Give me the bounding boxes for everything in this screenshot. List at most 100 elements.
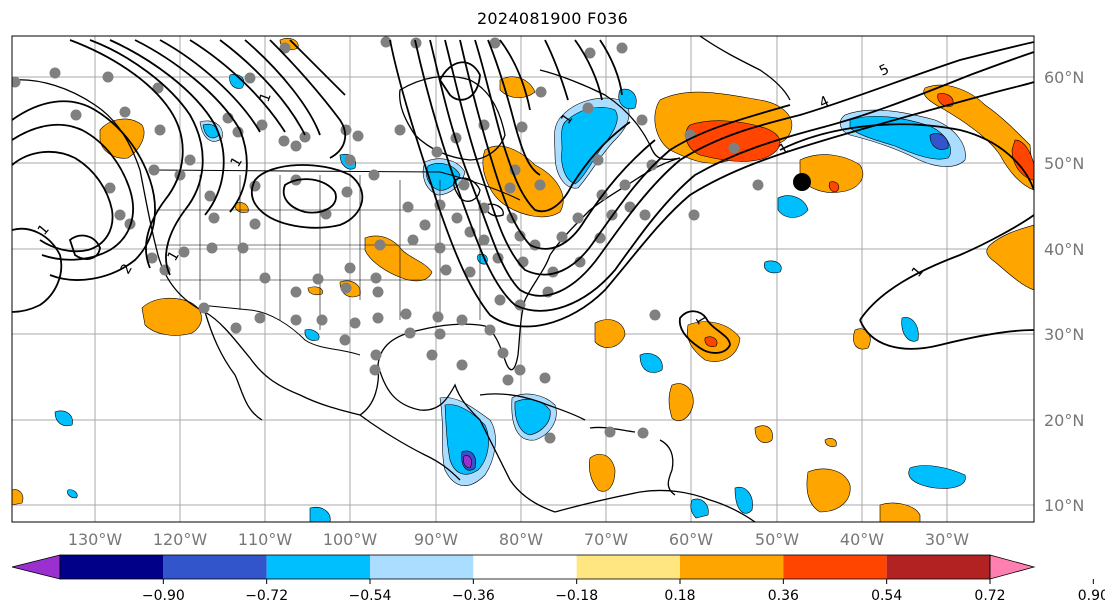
station-marker bbox=[372, 286, 384, 298]
station-marker bbox=[237, 242, 249, 254]
station-marker bbox=[70, 109, 82, 121]
longitude-label: 70°W bbox=[584, 530, 628, 549]
colorbar-tick-label: −0.18 bbox=[555, 588, 598, 604]
station-marker bbox=[494, 294, 506, 306]
station-marker bbox=[340, 282, 352, 294]
station-marker bbox=[514, 364, 526, 376]
latitude-label: 60°N bbox=[1044, 68, 1084, 87]
station-marker bbox=[434, 328, 446, 340]
station-marker bbox=[728, 142, 740, 154]
station-marker bbox=[402, 201, 414, 213]
station-marker bbox=[619, 179, 631, 191]
station-marker bbox=[49, 67, 61, 79]
station-marker bbox=[688, 209, 700, 221]
colorbar-tick-label: −0.72 bbox=[245, 588, 288, 604]
station-marker bbox=[119, 106, 131, 118]
station-marker bbox=[637, 427, 649, 439]
latitude-label: 40°N bbox=[1044, 240, 1084, 259]
station-marker bbox=[594, 232, 606, 244]
colorbar-frame bbox=[59, 554, 991, 580]
station-marker bbox=[370, 272, 382, 284]
longitude-label: 120°W bbox=[153, 530, 208, 549]
station-marker bbox=[232, 126, 244, 138]
station-marker bbox=[456, 314, 468, 326]
station-marker bbox=[204, 190, 216, 202]
colorbar-extension-min bbox=[11, 554, 61, 580]
station-marker bbox=[582, 102, 594, 114]
longitude-labels: 130°W 120°W 110°W 100°W 90°W 80°W 70°W 60°W 50°W… bbox=[68, 530, 969, 549]
colorbar-tick-label: −0.90 bbox=[142, 588, 185, 604]
station-marker bbox=[380, 36, 392, 48]
station-marker bbox=[374, 239, 386, 251]
station-marker bbox=[574, 256, 586, 268]
longitude-label: 40°W bbox=[840, 530, 884, 549]
station-marker bbox=[12, 76, 21, 88]
station-marker bbox=[394, 124, 406, 136]
colorbar-segment bbox=[266, 555, 370, 579]
station-markers bbox=[12, 36, 764, 444]
station-marker bbox=[198, 302, 210, 314]
map-frame bbox=[11, 35, 1035, 523]
station-marker bbox=[535, 86, 547, 98]
colorbar-segment bbox=[576, 555, 680, 579]
station-marker bbox=[434, 242, 446, 254]
colorbar-segment bbox=[886, 555, 990, 579]
longitude-label: 110°W bbox=[238, 530, 293, 549]
station-marker bbox=[516, 121, 528, 133]
station-marker bbox=[484, 324, 496, 336]
station-marker bbox=[752, 179, 764, 191]
colorbar-segment bbox=[783, 555, 887, 579]
station-marker bbox=[290, 314, 302, 326]
longitude-label: 80°W bbox=[499, 530, 543, 549]
station-marker bbox=[400, 308, 412, 320]
station-marker bbox=[278, 135, 290, 147]
station-marker bbox=[312, 273, 324, 285]
station-marker bbox=[249, 218, 261, 230]
station-marker bbox=[432, 311, 444, 323]
station-marker bbox=[372, 312, 384, 324]
station-marker bbox=[178, 246, 190, 258]
station-marker bbox=[349, 317, 361, 329]
colorbar-extension-max bbox=[989, 554, 1036, 580]
station-marker bbox=[259, 272, 271, 284]
colorbar-tick-label: −0.36 bbox=[452, 588, 495, 604]
station-marker bbox=[368, 169, 380, 181]
station-marker bbox=[206, 242, 218, 254]
station-marker bbox=[114, 209, 126, 221]
station-marker bbox=[254, 312, 266, 324]
station-marker bbox=[502, 374, 514, 386]
colorbar: −0.90 −0.72 −0.54 −0.36 −0.18 0.18 0.36 0.54 0.7… bbox=[11, 554, 1105, 604]
colorbar-segment bbox=[473, 555, 577, 579]
station-marker bbox=[419, 219, 431, 231]
station-marker bbox=[344, 262, 356, 274]
station-marker bbox=[440, 264, 452, 276]
station-marker bbox=[146, 252, 158, 264]
station-marker bbox=[184, 154, 196, 166]
station-marker bbox=[478, 234, 490, 246]
station-marker bbox=[464, 266, 476, 278]
station-marker bbox=[636, 114, 648, 126]
map-panel: 1 1 2 1 1 1 1 1 1 5 4 bbox=[12, 36, 1034, 522]
station-marker bbox=[489, 37, 501, 49]
station-marker bbox=[646, 159, 658, 171]
colorbar-tick-label: −0.54 bbox=[349, 588, 392, 604]
station-marker bbox=[514, 230, 526, 242]
station-marker bbox=[407, 234, 419, 246]
station-marker bbox=[369, 364, 381, 376]
longitude-label: 30°W bbox=[925, 530, 969, 549]
station-marker bbox=[148, 164, 160, 176]
longitude-label: 90°W bbox=[414, 530, 458, 549]
station-marker bbox=[584, 47, 596, 59]
station-marker bbox=[244, 72, 256, 84]
station-marker bbox=[458, 179, 470, 191]
colorbar-tick-label: 0.90 bbox=[1078, 588, 1105, 604]
colorbar-segment bbox=[370, 555, 474, 579]
station-marker bbox=[539, 372, 551, 384]
latitude-labels: 60°N 50°N 40°N 30°N 20°N 10°N bbox=[1044, 68, 1084, 515]
station-marker bbox=[456, 359, 468, 371]
colorbar-segment bbox=[60, 555, 164, 579]
station-marker bbox=[352, 130, 364, 142]
station-marker bbox=[544, 432, 556, 444]
map-title: 2024081900 F036 bbox=[476, 9, 629, 28]
longitude-label: 100°W bbox=[323, 530, 378, 549]
